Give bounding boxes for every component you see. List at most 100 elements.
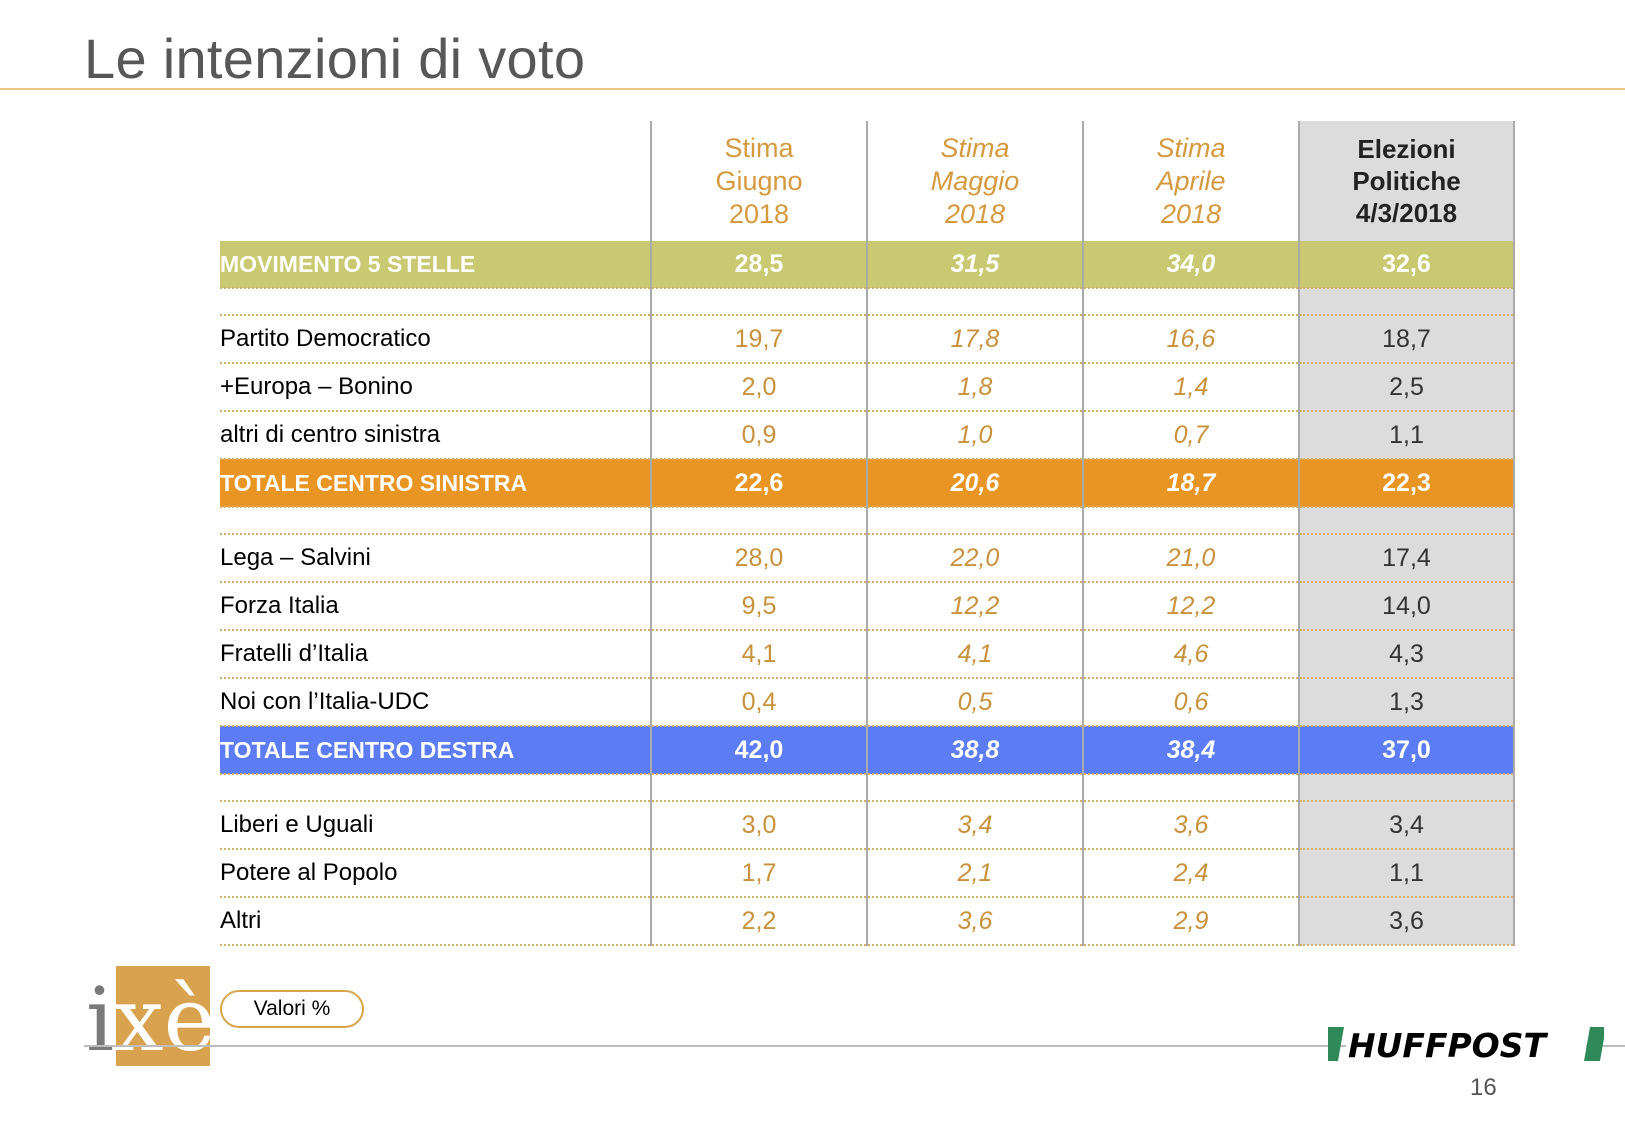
column-header-line: Elezioni: [1357, 134, 1456, 164]
party-row: Noi con l’Italia-UDC 0,4 0,5 0,6 1,3: [220, 678, 1515, 727]
value-cell: 2,2: [650, 897, 867, 946]
svg-text:HUFFPOST: HUFFPOST: [1348, 1027, 1549, 1061]
value-cell: 4,6: [1082, 630, 1299, 679]
value-cell: 31,5: [866, 241, 1083, 289]
value-cell: 21,0: [1082, 534, 1299, 583]
spacer-cell: [220, 774, 651, 802]
column-header-line: 4/3/2018: [1355, 198, 1458, 228]
value-cell: 0,7: [1082, 411, 1299, 460]
party-row: Potere al Popolo 1,7 2,1 2,4 1,1: [220, 849, 1515, 898]
column-header: Stima Aprile 2018: [1082, 121, 1299, 241]
spacer-cell: [650, 507, 867, 535]
row-label: Lega – Salvini: [220, 534, 651, 583]
value-cell: 3,4: [866, 801, 1083, 850]
column-header-line: 2018: [944, 198, 1006, 229]
value-cell: 22,0: [866, 534, 1083, 583]
value-cell: 9,5: [650, 582, 867, 631]
row-label: Liberi e Uguali: [220, 801, 651, 850]
party-row: Lega – Salvini 28,0 22,0 21,0 17,4: [220, 534, 1515, 583]
spacer-cell: [1082, 774, 1299, 802]
vote-intentions-table: Stima Giugno 2018 Stima Maggio 2018 Stim…: [220, 121, 1515, 946]
spacer-row: [220, 774, 1515, 802]
value-cell: 1,0: [866, 411, 1083, 460]
value-cell: 38,4: [1082, 726, 1299, 775]
total-row: MOVIMENTO 5 STELLE 28,5 31,5 34,0 32,6: [220, 241, 1515, 289]
value-cell: 17,4: [1298, 534, 1515, 583]
value-cell: 1,1: [1298, 411, 1515, 460]
table-body: MOVIMENTO 5 STELLE 28,5 31,5 34,0 32,6 Partit…: [220, 241, 1515, 946]
row-label: +Europa – Bonino: [220, 363, 651, 412]
value-cell: 34,0: [1082, 241, 1299, 289]
page-title: Le intenzioni di voto: [84, 27, 586, 90]
column-header-line: Aprile: [1156, 165, 1226, 196]
value-cell: 2,1: [866, 849, 1083, 898]
spacer-cell: [1082, 288, 1299, 316]
value-cell: 1,7: [650, 849, 867, 898]
value-cell: 4,1: [650, 630, 867, 679]
svg-text:xè: xè: [114, 968, 210, 1066]
party-row: Fratelli d’Italia 4,1 4,1 4,6 4,3: [220, 630, 1515, 679]
value-cell: 12,2: [1082, 582, 1299, 631]
huffpost-logo: HUFFPOST: [1328, 1027, 1604, 1061]
spacer-row: [220, 288, 1515, 316]
row-label: TOTALE CENTRO SINISTRA: [220, 459, 651, 508]
spacer-cell: [220, 507, 651, 535]
value-cell: 0,6: [1082, 678, 1299, 727]
value-cell: 0,9: [650, 411, 867, 460]
spacer-cell: [1298, 507, 1515, 535]
party-row: Partito Democratico 19,7 17,8 16,6 18,7: [220, 315, 1515, 364]
column-header-line: Stima: [724, 132, 794, 163]
value-cell: 1,1: [1298, 849, 1515, 898]
column-header-line: 2018: [1160, 198, 1222, 229]
spacer-row: [220, 507, 1515, 535]
value-cell: 18,7: [1298, 315, 1515, 364]
row-label: Forza Italia: [220, 582, 651, 631]
header-empty-cell: [220, 121, 651, 241]
value-cell: 2,9: [1082, 897, 1299, 946]
value-cell: 18,7: [1082, 459, 1299, 508]
spacer-cell: [220, 288, 651, 316]
row-label: TOTALE CENTRO DESTRA: [220, 726, 651, 775]
value-cell: 28,0: [650, 534, 867, 583]
value-cell: 20,6: [866, 459, 1083, 508]
value-cell: 14,0: [1298, 582, 1515, 631]
party-row: altri di centro sinistra 0,9 1,0 0,7 1,1: [220, 411, 1515, 460]
spacer-cell: [866, 288, 1083, 316]
page-number: 16: [1470, 1074, 1497, 1101]
value-cell: 1,8: [866, 363, 1083, 412]
value-cell: 2,4: [1082, 849, 1299, 898]
row-label: Partito Democratico: [220, 315, 651, 364]
column-header-line: 2018: [728, 198, 790, 229]
row-label: Noi con l’Italia-UDC: [220, 678, 651, 727]
value-cell: 42,0: [650, 726, 867, 775]
spacer-cell: [866, 774, 1083, 802]
ixe-logo: i xè: [86, 966, 210, 1066]
row-label: Altri: [220, 897, 651, 946]
value-cell: 4,3: [1298, 630, 1515, 679]
spacer-cell: [1082, 507, 1299, 535]
value-cell: 22,3: [1298, 459, 1515, 508]
values-percent-badge: Valori %: [220, 990, 364, 1028]
party-row: Altri 2,2 3,6 2,9 3,6: [220, 897, 1515, 946]
party-row: Liberi e Uguali 3,0 3,4 3,6 3,4: [220, 801, 1515, 850]
title-divider: [0, 88, 1625, 90]
value-cell: 1,4: [1082, 363, 1299, 412]
value-cell: 16,6: [1082, 315, 1299, 364]
value-cell: 4,1: [866, 630, 1083, 679]
column-header-line: Politiche: [1352, 166, 1461, 196]
row-label: Fratelli d’Italia: [220, 630, 651, 679]
total-row: TOTALE CENTRO DESTRA 42,0 38,8 38,4 37,0: [220, 726, 1515, 775]
spacer-cell: [1298, 774, 1515, 802]
column-header: Stima Maggio 2018: [866, 121, 1083, 241]
value-cell: 17,8: [866, 315, 1083, 364]
value-cell: 3,0: [650, 801, 867, 850]
value-cell: 3,6: [866, 897, 1083, 946]
value-cell: 0,4: [650, 678, 867, 727]
footer-divider: [84, 1045, 1625, 1047]
row-label: Potere al Popolo: [220, 849, 651, 898]
svg-text:i: i: [86, 968, 114, 1066]
value-cell: 19,7: [650, 315, 867, 364]
value-cell: 32,6: [1298, 241, 1515, 289]
value-cell: 3,6: [1082, 801, 1299, 850]
value-cell: 2,5: [1298, 363, 1515, 412]
